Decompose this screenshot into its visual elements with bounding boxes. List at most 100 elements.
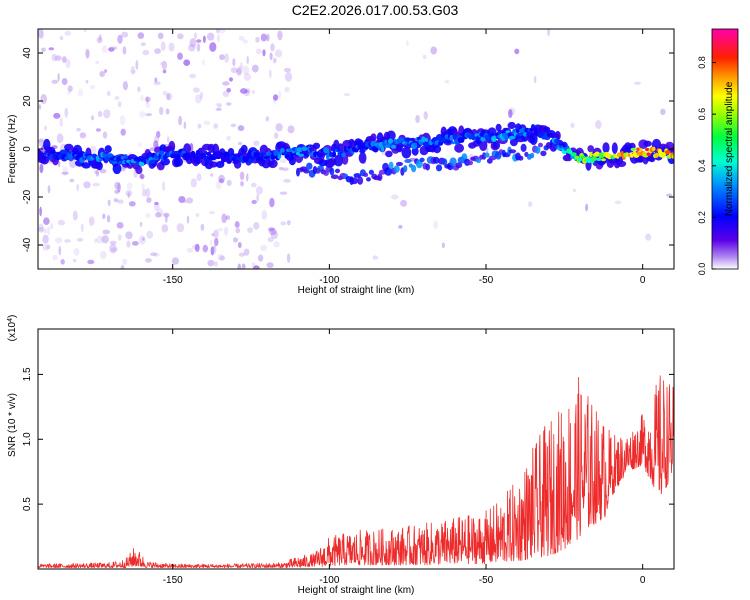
heatmap-noise-cell <box>203 120 211 126</box>
snr-x-tick-label: 0 <box>640 575 646 586</box>
heatmap-ridge-core <box>159 150 165 156</box>
heatmap-noise-cell <box>122 258 128 265</box>
heatmap-noise-cell <box>280 221 287 226</box>
heatmap-noise-cell <box>117 101 122 108</box>
heatmap-noise-cell <box>194 243 200 252</box>
heatmap-ridge-core <box>263 155 271 160</box>
heatmap-secondary-cell <box>449 157 457 166</box>
heatmap-noise-cell <box>73 248 80 256</box>
heatmap-noise-cell <box>145 113 152 117</box>
heatmap-noise-cell <box>251 199 257 205</box>
heatmap-noise-cell <box>268 227 275 232</box>
heatmap-ridge-core <box>319 153 324 157</box>
heatmap-noise-cell <box>406 40 409 46</box>
heatmap-noise-cell <box>217 103 222 108</box>
heatmap-secondary-cell <box>363 172 369 177</box>
heatmap-noise-cell <box>273 241 280 248</box>
heatmap-noise-cell <box>140 173 145 180</box>
heatmap-noise-cell <box>142 49 150 56</box>
heatmap-noise-cell <box>222 81 230 86</box>
heatmap-noise-cell <box>214 261 218 267</box>
heatmap-noise-cell <box>237 242 242 249</box>
heatmap-noise-cell <box>153 253 160 257</box>
heatmap-noise-cell <box>372 255 379 260</box>
heatmap-noise-cell <box>219 54 225 60</box>
heatmap-ridge-halo <box>104 145 112 154</box>
heatmap-ridge-core <box>384 139 388 145</box>
heatmap-noise-cell <box>238 141 243 146</box>
heatmap-noise-cell <box>186 247 194 253</box>
snr-y-tick-label: 1.0 <box>22 432 33 446</box>
heatmap-noise-cell <box>266 33 270 42</box>
heatmap-noise-cell <box>255 186 263 195</box>
heatmap-noise-cell <box>38 139 44 143</box>
snr-frame <box>37 328 675 570</box>
heatmap-noise-cell <box>145 102 151 108</box>
spectrogram-x-tick-label: -50 <box>479 275 494 286</box>
heatmap-ridge-core <box>273 150 279 157</box>
heatmap-secondary-cell <box>455 162 463 169</box>
heatmap-noise-cell <box>103 109 111 119</box>
spectrogram-x-tick-label: -150 <box>163 275 183 286</box>
heatmap-ridge-core <box>112 160 118 165</box>
heatmap-ridge-core <box>298 153 305 157</box>
heatmap-secondary-cell <box>396 161 403 167</box>
heatmap-ridge-core <box>123 154 128 159</box>
heatmap-secondary-cell <box>384 167 393 176</box>
heatmap-ridge-core <box>45 148 50 154</box>
heatmap-noise-cell <box>400 199 408 207</box>
heatmap-noise-cell <box>196 39 202 43</box>
heatmap-ridge-core <box>580 155 586 159</box>
heatmap-ridge-core <box>173 153 179 159</box>
heatmap-noise-cell <box>38 29 44 39</box>
heatmap-noise-cell <box>261 210 267 220</box>
heatmap-noise-cell <box>139 221 143 227</box>
heatmap-ridge-core <box>509 135 516 140</box>
heatmap-noise-cell <box>241 263 246 269</box>
heatmap-secondary-cell <box>368 169 374 175</box>
heatmap-ridge-halo <box>386 130 396 141</box>
heatmap-ridge-core <box>247 152 252 157</box>
heatmap-ridge-core <box>390 144 397 149</box>
heatmap-noise-cell <box>415 114 420 124</box>
colorbar-ticks: 0.0 0.2 0.4 0.6 0.8 <box>697 56 716 275</box>
heatmap-noise-cell <box>243 248 250 256</box>
heatmap-noise-cell <box>188 43 196 52</box>
heatmap-ridge-core <box>142 156 147 160</box>
heatmap-noise-cell <box>177 52 183 60</box>
spectrogram-heatmap <box>38 29 674 269</box>
heatmap-noise-cell <box>43 217 50 225</box>
heatmap-noise-cell <box>95 128 101 132</box>
heatmap-noise-cell <box>54 237 63 244</box>
heatmap-noise-cell <box>40 94 47 104</box>
heatmap-noise-cell <box>444 79 450 84</box>
heatmap-noise-cell <box>51 53 57 62</box>
heatmap-noise-cell <box>135 60 139 70</box>
heatmap-noise-cell <box>236 67 243 76</box>
heatmap-noise-cell <box>96 235 103 244</box>
heatmap-noise-cell <box>240 88 248 94</box>
heatmap-ridge-core <box>277 154 281 159</box>
heatmap-noise-cell <box>270 43 275 52</box>
heatmap-noise-cell <box>238 36 245 41</box>
heatmap-noise-cell <box>101 235 109 244</box>
heatmap-secondary-cell <box>520 143 527 152</box>
heatmap-noise-cell <box>139 111 146 118</box>
spectrogram-y-tick-label: 40 <box>22 47 33 59</box>
heatmap-noise-cell <box>211 233 215 237</box>
heatmap-noise-cell <box>38 104 42 110</box>
heatmap-ridge-core <box>601 158 606 162</box>
heatmap-ridge-core <box>451 141 455 145</box>
heatmap-ridge-halo <box>358 152 367 164</box>
heatmap-secondary-cell <box>388 161 394 169</box>
heatmap-secondary-cell <box>404 159 412 163</box>
heatmap-ridge-core <box>387 138 394 144</box>
heatmap-secondary-cell <box>432 156 440 164</box>
heatmap-noise-cell <box>126 240 131 248</box>
heatmap-noise-cell <box>232 58 236 67</box>
heatmap-noise-cell <box>146 230 154 239</box>
heatmap-ridge-core <box>219 152 224 156</box>
heatmap-noise-cell <box>260 244 267 252</box>
heatmap-noise-cell <box>242 39 248 44</box>
heatmap-ridge-halo <box>495 123 502 132</box>
